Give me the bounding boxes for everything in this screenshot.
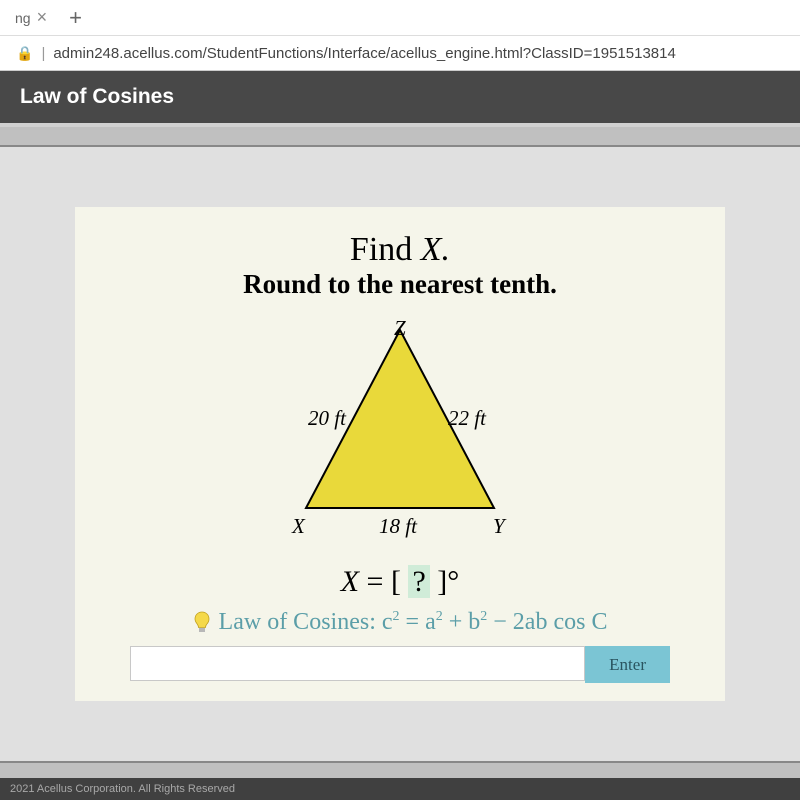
answer-input[interactable]	[130, 646, 585, 681]
answer-input-row: Enter	[130, 646, 670, 683]
hint-text: Law of Cosines: c2 = a2 + b2 − 2ab cos C	[219, 609, 608, 636]
url-separator: |	[41, 45, 45, 62]
side-bottom-label: 18 ft	[379, 514, 417, 539]
vertex-x-label: X	[292, 514, 305, 539]
url-text: admin248.acellus.com/StudentFunctions/In…	[53, 45, 675, 62]
content-area: Find X. Round to the nearest tenth. Z 20…	[0, 145, 800, 763]
hint-row: Law of Cosines: c2 = a2 + b2 − 2ab cos C	[105, 609, 695, 636]
url-bar[interactable]: 🔒 | admin248.acellus.com/StudentFunction…	[0, 35, 800, 71]
page-title-text: Law of Cosines	[20, 85, 174, 108]
browser-tab[interactable]: ng ×	[5, 0, 57, 35]
tab-title: ng	[15, 10, 31, 26]
triangle-diagram: Z 20 ft 22 ft X 18 ft Y	[230, 318, 570, 553]
browser-tab-bar: ng × +	[0, 0, 800, 35]
footer: 2021 Acellus Corporation. All Rights Res…	[0, 778, 800, 800]
prompt-line-1: Find X.	[105, 231, 695, 269]
vertex-z-label: Z	[394, 316, 406, 341]
answer-template: X = [ ? ]°	[105, 565, 695, 599]
close-icon[interactable]: ×	[37, 7, 48, 28]
new-tab-button[interactable]: +	[57, 5, 94, 31]
answer-variable: X	[341, 565, 359, 598]
answer-placeholder: ?	[408, 565, 429, 598]
prompt-line-2: Round to the nearest tenth.	[105, 269, 695, 300]
hint-label: Law of Cosines	[219, 609, 370, 635]
side-left-label: 20 ft	[308, 406, 346, 431]
lightbulb-icon	[193, 611, 211, 635]
enter-button[interactable]: Enter	[585, 646, 670, 683]
lock-icon: 🔒	[16, 45, 33, 62]
side-right-label: 22 ft	[448, 406, 486, 431]
prompt-text: Find	[350, 231, 421, 268]
page-title: Law of Cosines	[0, 71, 800, 127]
prompt-variable: X.	[421, 231, 450, 268]
problem-card: Find X. Round to the nearest tenth. Z 20…	[75, 207, 725, 701]
footer-text: 2021 Acellus Corporation. All Rights Res…	[10, 783, 235, 795]
vertex-y-label: Y	[493, 514, 505, 539]
